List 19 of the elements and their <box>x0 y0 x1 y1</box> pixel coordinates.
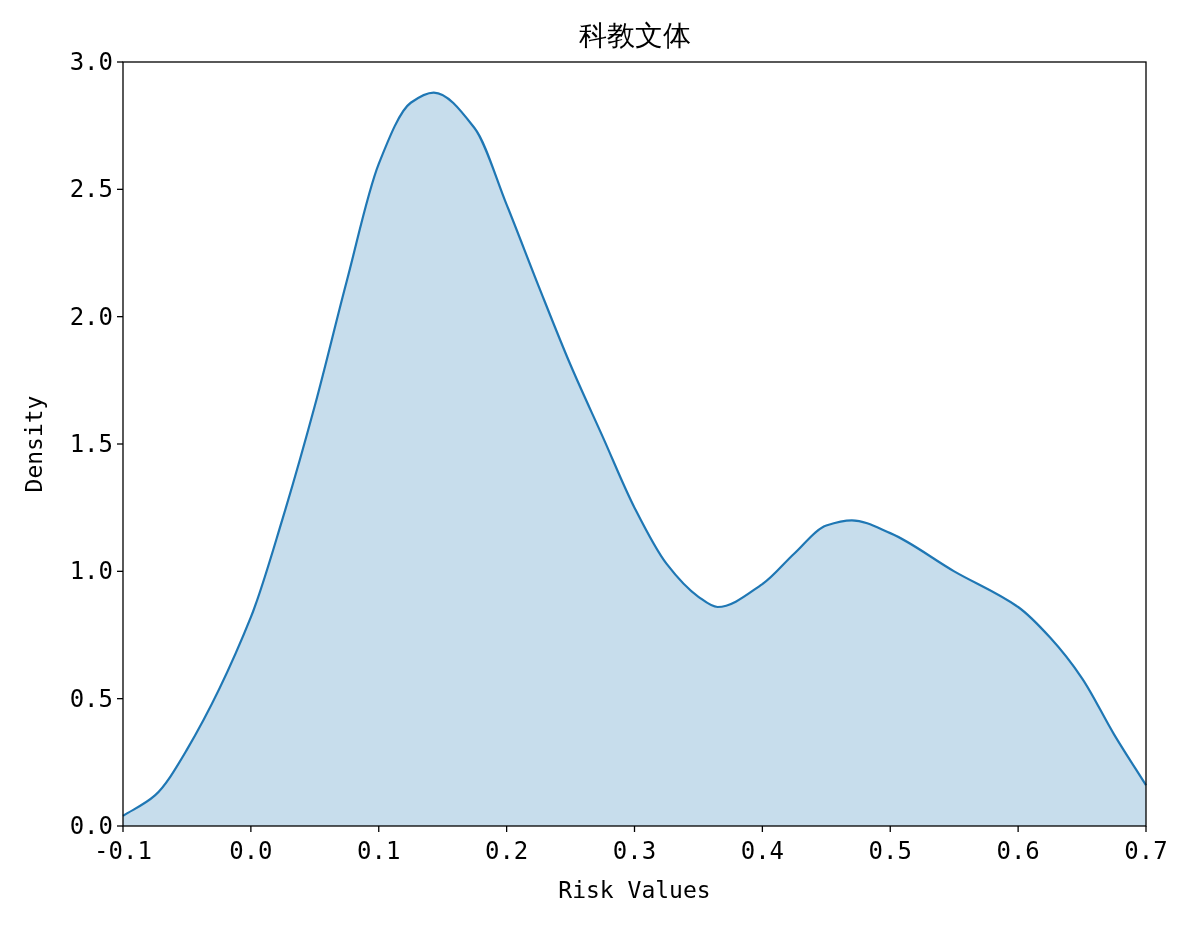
y-tick-label: 2.5 <box>69 175 113 204</box>
x-tick-label: 0.1 <box>357 837 401 865</box>
y-tick-label: 0.0 <box>69 812 113 840</box>
x-tick-label: 0.7 <box>1124 837 1168 865</box>
x-tick-label: 0.5 <box>868 837 912 865</box>
x-axis-title: Risk Values <box>558 877 711 903</box>
x-tick-label: 0.4 <box>740 837 785 865</box>
chart-title: 科教文体 <box>578 19 691 52</box>
y-tick-label: 1.5 <box>69 430 113 458</box>
y-tick-label: 1.0 <box>69 557 113 586</box>
x-tick-label: 0.3 <box>612 837 657 865</box>
y-tick-label: 2.0 <box>69 302 113 331</box>
x-tick-label: 0.2 <box>484 837 529 865</box>
y-tick-label: 0.5 <box>69 684 113 713</box>
x-tick-label: 0.0 <box>229 837 273 865</box>
y-axis-title: Density <box>21 395 47 493</box>
y-tick-label: 3.0 <box>69 48 113 76</box>
x-tick-label: -0.1 <box>94 837 152 865</box>
x-tick-label: 0.6 <box>996 837 1040 865</box>
